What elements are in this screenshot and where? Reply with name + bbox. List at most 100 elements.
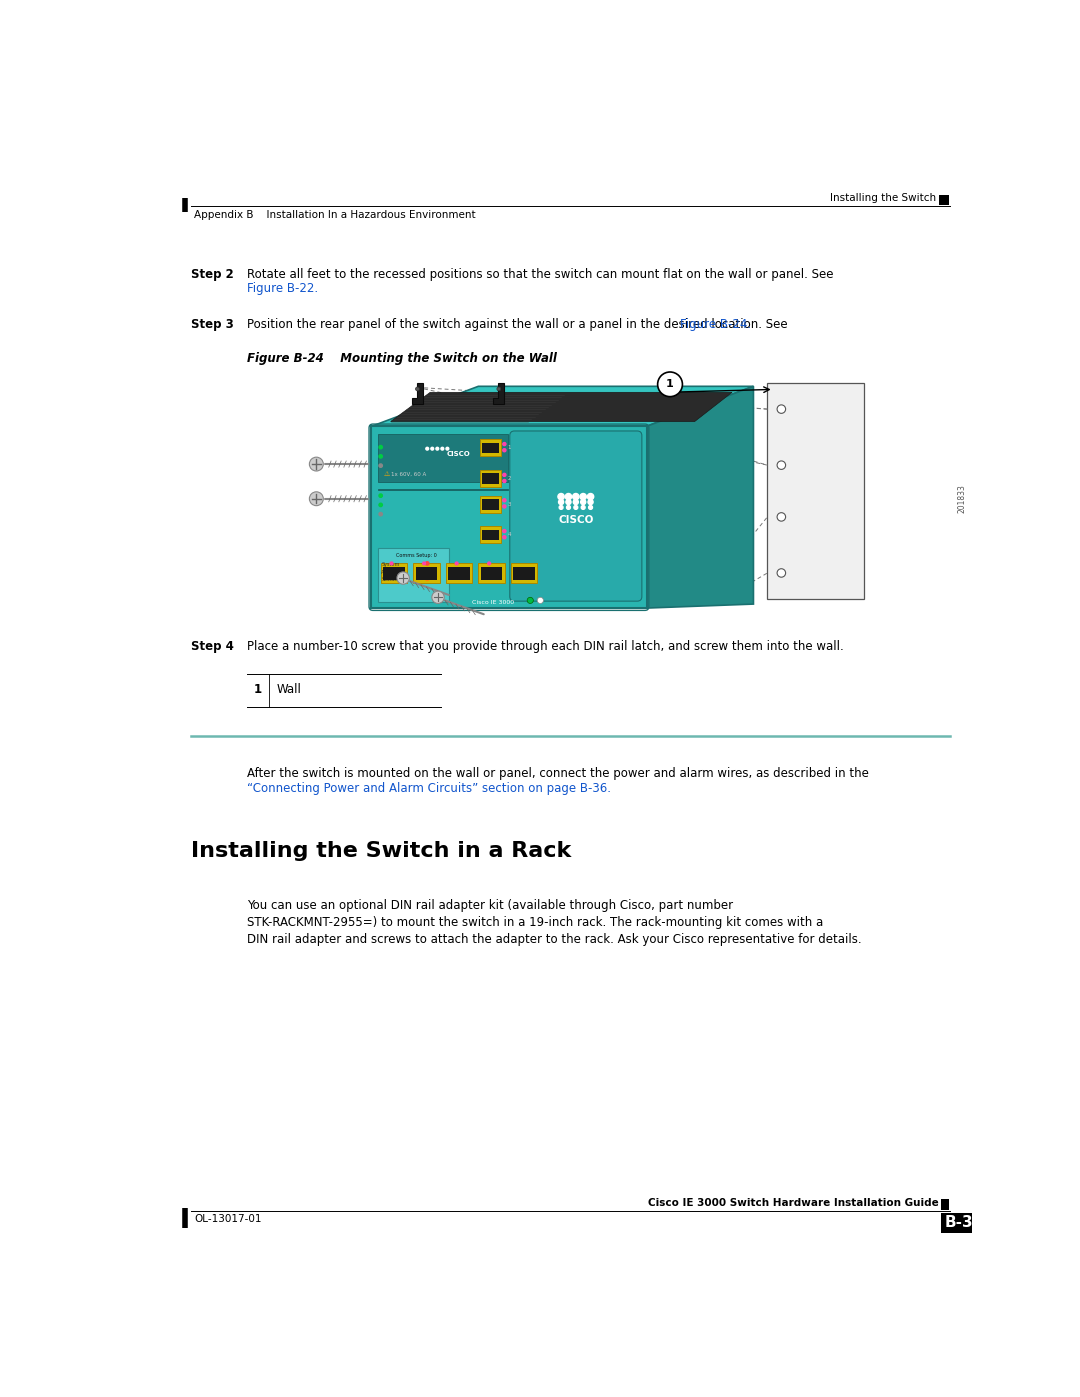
Circle shape bbox=[426, 447, 429, 450]
Bar bbox=[478, 563, 504, 584]
Circle shape bbox=[559, 506, 563, 510]
Bar bbox=[482, 499, 499, 510]
Bar bbox=[480, 496, 501, 513]
Polygon shape bbox=[372, 387, 754, 426]
Bar bbox=[940, 194, 948, 205]
Bar bbox=[481, 567, 502, 580]
Circle shape bbox=[565, 493, 571, 500]
Text: Appendix B    Installation In a Hazardous Environment: Appendix B Installation In a Hazardous E… bbox=[194, 210, 475, 219]
Text: 1: 1 bbox=[508, 446, 511, 450]
Text: Cisco IE 3000: Cisco IE 3000 bbox=[472, 599, 514, 605]
Bar bbox=[378, 548, 449, 602]
Bar bbox=[768, 383, 864, 599]
Text: “Connecting Power and Alarm Circuits” section on page B-36.: “Connecting Power and Alarm Circuits” se… bbox=[247, 782, 611, 795]
Text: Installing the Switch in a Rack: Installing the Switch in a Rack bbox=[191, 841, 571, 862]
Text: DIN rail adapter and screws to attach the adapter to the rack. Ask your Cisco re: DIN rail adapter and screws to attach th… bbox=[247, 933, 862, 946]
Bar bbox=[416, 567, 437, 580]
Circle shape bbox=[379, 446, 382, 448]
Text: Status: Status bbox=[381, 577, 397, 583]
Bar bbox=[482, 443, 499, 453]
Circle shape bbox=[581, 500, 585, 504]
Text: OL-13017-01: OL-13017-01 bbox=[194, 1214, 261, 1224]
Text: ⚠: ⚠ bbox=[383, 471, 390, 478]
Circle shape bbox=[379, 495, 382, 497]
Text: Step 2: Step 2 bbox=[191, 268, 233, 281]
Text: CISCO: CISCO bbox=[558, 515, 594, 525]
Bar bbox=[448, 567, 470, 580]
Circle shape bbox=[778, 405, 785, 414]
Text: System: System bbox=[381, 562, 400, 567]
Text: 3: 3 bbox=[508, 502, 511, 507]
Bar bbox=[380, 563, 407, 584]
Circle shape bbox=[503, 499, 505, 502]
Circle shape bbox=[503, 448, 505, 451]
Circle shape bbox=[426, 570, 429, 573]
Polygon shape bbox=[411, 383, 423, 404]
Text: 201833: 201833 bbox=[958, 485, 967, 513]
Circle shape bbox=[658, 372, 683, 397]
Bar bbox=[480, 527, 501, 543]
Circle shape bbox=[309, 457, 323, 471]
Text: Step 3: Step 3 bbox=[191, 317, 233, 331]
Circle shape bbox=[580, 493, 586, 500]
Text: Cisco IE 3000 Switch Hardware Installation Guide: Cisco IE 3000 Switch Hardware Installati… bbox=[648, 1197, 939, 1208]
Circle shape bbox=[573, 506, 578, 510]
Text: 1: 1 bbox=[666, 380, 674, 390]
Bar bbox=[511, 563, 537, 584]
Text: STK-RACKMNT-2955=) to mount the switch in a 19-inch rack. The rack-mounting kit : STK-RACKMNT-2955=) to mount the switch i… bbox=[247, 916, 824, 929]
Circle shape bbox=[778, 461, 785, 469]
Circle shape bbox=[436, 447, 438, 450]
Bar bbox=[480, 471, 501, 488]
Text: 2: 2 bbox=[508, 476, 511, 481]
Bar bbox=[482, 474, 499, 485]
Bar bbox=[941, 1200, 948, 1210]
Text: Rotate all feet to the recessed positions so that the switch can mount flat on t: Rotate all feet to the recessed position… bbox=[247, 268, 834, 281]
Circle shape bbox=[588, 493, 594, 500]
Circle shape bbox=[572, 493, 579, 500]
Circle shape bbox=[566, 500, 571, 504]
Bar bbox=[372, 426, 647, 608]
Circle shape bbox=[426, 577, 429, 581]
Text: Figure B-24    Mounting the Switch on the Wall: Figure B-24 Mounting the Switch on the W… bbox=[247, 352, 557, 366]
Text: Figure B-22.: Figure B-22. bbox=[247, 282, 319, 295]
Circle shape bbox=[379, 503, 382, 507]
Bar bbox=[378, 434, 509, 482]
Text: B-33: B-33 bbox=[945, 1215, 984, 1229]
Bar bbox=[414, 563, 440, 584]
Polygon shape bbox=[647, 387, 754, 608]
Bar bbox=[482, 529, 499, 541]
Circle shape bbox=[422, 562, 426, 564]
Text: 1x 60V, 60 A: 1x 60V, 60 A bbox=[391, 472, 426, 478]
Text: Wall: Wall bbox=[276, 683, 301, 696]
Text: Position the rear panel of the switch against the wall or a panel in the desired: Position the rear panel of the switch ag… bbox=[247, 317, 792, 331]
Bar bbox=[383, 567, 405, 580]
Circle shape bbox=[778, 513, 785, 521]
Polygon shape bbox=[391, 393, 732, 422]
Circle shape bbox=[390, 562, 393, 564]
Text: Step 4: Step 4 bbox=[191, 640, 233, 654]
Text: Place a number-10 screw that you provide through each DIN rail latch, and screw : Place a number-10 screw that you provide… bbox=[247, 640, 845, 654]
Text: Alarm: Alarm bbox=[381, 570, 396, 574]
Circle shape bbox=[432, 591, 444, 604]
Circle shape bbox=[497, 387, 501, 391]
Circle shape bbox=[441, 447, 444, 450]
Circle shape bbox=[431, 447, 434, 450]
Circle shape bbox=[778, 569, 785, 577]
Text: 1: 1 bbox=[254, 683, 262, 696]
Circle shape bbox=[503, 529, 505, 532]
Circle shape bbox=[488, 562, 490, 564]
Circle shape bbox=[537, 598, 543, 604]
Text: 4: 4 bbox=[508, 532, 511, 538]
Text: Installing the Switch: Installing the Switch bbox=[831, 193, 936, 203]
Circle shape bbox=[416, 387, 419, 391]
Circle shape bbox=[588, 500, 593, 504]
Circle shape bbox=[558, 500, 564, 504]
Circle shape bbox=[503, 474, 505, 476]
Circle shape bbox=[581, 506, 585, 510]
Text: Comms Setup: 0: Comms Setup: 0 bbox=[396, 553, 436, 557]
Circle shape bbox=[573, 500, 579, 504]
Circle shape bbox=[379, 513, 382, 515]
Circle shape bbox=[397, 571, 409, 584]
Circle shape bbox=[379, 454, 382, 458]
Circle shape bbox=[527, 598, 534, 604]
